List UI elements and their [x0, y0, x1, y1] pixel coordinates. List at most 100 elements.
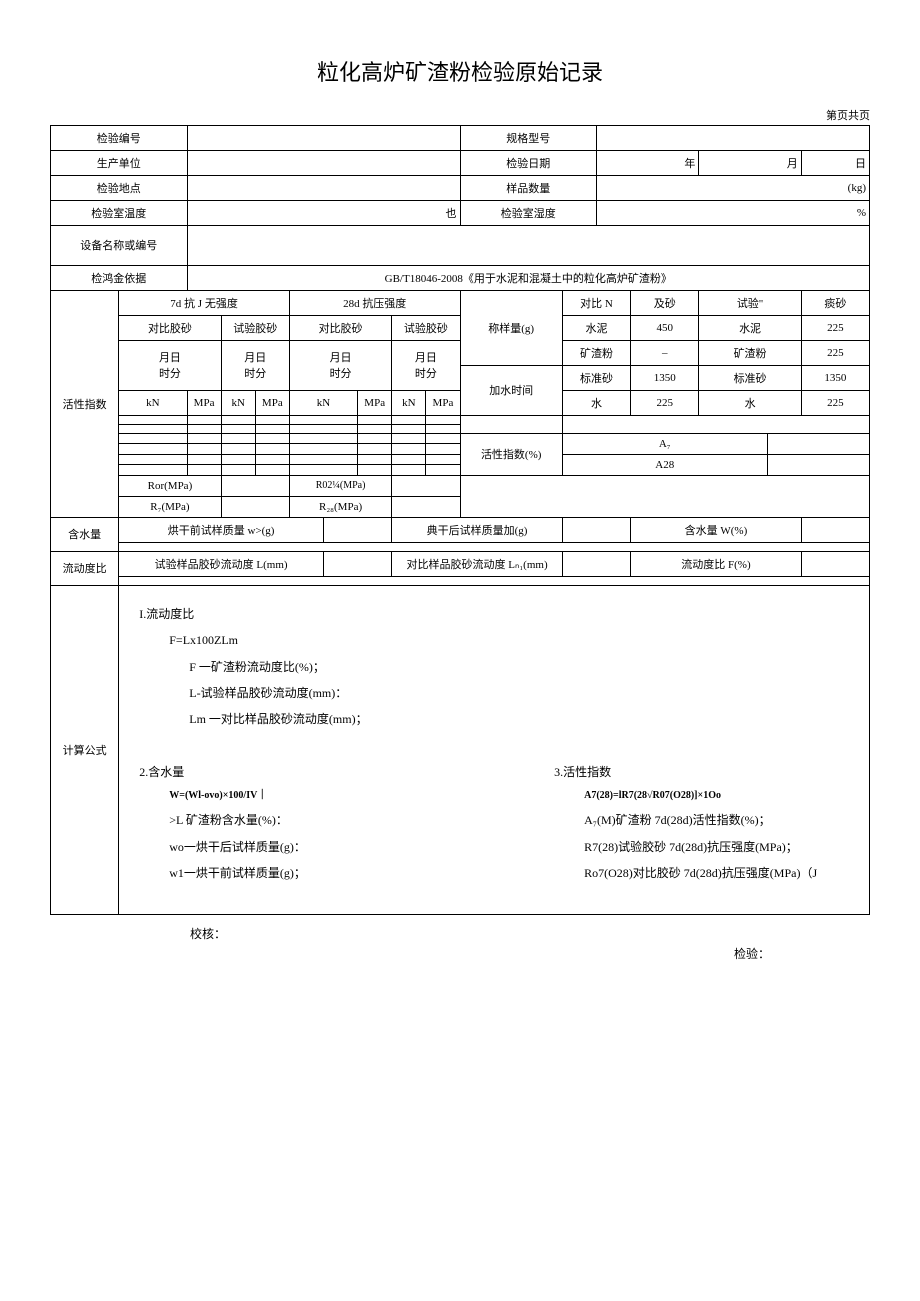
label-basis: 检鸿金依据	[51, 265, 188, 290]
flow-test-val	[324, 551, 392, 576]
cell	[289, 465, 357, 476]
ror-val	[221, 475, 289, 496]
field-room-humid: %	[597, 200, 870, 225]
test-7d: 试验胶砂	[221, 315, 289, 340]
wc-before-label: 烘干前试样质量 w>(g)	[119, 517, 324, 542]
r02-val	[392, 475, 460, 496]
cell	[392, 465, 426, 476]
flow-ratio-val	[801, 551, 869, 576]
water-2v: 225	[801, 390, 869, 415]
cell	[289, 424, 357, 433]
water-time-row	[562, 415, 869, 433]
formula-sec1-l3: L-试验样品胶砂流动度(mm)：	[139, 680, 849, 706]
cell	[289, 415, 357, 424]
mpa-2: MPa	[255, 390, 289, 415]
cell	[119, 444, 187, 455]
formula-sec3-title: 3.活性指数	[554, 759, 849, 785]
slag-2: 矿渣粉	[699, 340, 801, 365]
formula-sec2-title: 2.含水量	[139, 759, 434, 785]
flow-test-label: 试验样品胶砂流动度 L(mm)	[119, 551, 324, 576]
r28-val	[392, 496, 460, 517]
cell	[119, 465, 187, 476]
wc-blank	[119, 542, 870, 551]
cement-1v: 450	[631, 315, 699, 340]
flow-blank	[119, 576, 870, 585]
label-room-humid: 检验室湿度	[460, 200, 597, 225]
flow-compare-val	[562, 551, 630, 576]
formula-sec3-eq: A7(28)=lR7(28√R07(O28)]×1Oo	[554, 785, 849, 807]
cell	[119, 433, 187, 444]
cell	[255, 433, 289, 444]
water-time-label: 加水时间	[460, 365, 562, 415]
wc-after-val	[562, 517, 630, 542]
cell	[392, 444, 426, 455]
cell	[426, 433, 460, 444]
cell	[119, 415, 187, 424]
row-formula: 计算公式	[51, 585, 119, 914]
cement-2: 水泥	[699, 315, 801, 340]
cell	[426, 415, 460, 424]
cell	[426, 454, 460, 465]
slag-1v: –	[631, 340, 699, 365]
field-producer	[187, 150, 460, 175]
r7-val	[221, 496, 289, 517]
wc-result-label: 含水量 W(%)	[631, 517, 802, 542]
field-year: 年	[597, 150, 699, 175]
main-table: 检验编号 规格型号 生产单位 检验日期 年 月 日 检验地点 样品数量 (kg)…	[50, 125, 870, 915]
a7-val	[767, 433, 869, 454]
cell	[358, 415, 392, 424]
footer-check: 校核：	[190, 925, 226, 962]
label-producer: 生产单位	[51, 150, 188, 175]
clip-sand: 痰砂	[801, 290, 869, 315]
cell	[255, 465, 289, 476]
row-water-content: 含水量	[51, 517, 119, 551]
test-28d: 试验胶砂	[392, 315, 460, 340]
r7-label: R₇(MPa)	[119, 496, 221, 517]
formula-sec3-l2: R7(28)试验胶砂 7d(28d)抗压强度(MPa)；	[554, 834, 849, 860]
water-1: 水	[562, 390, 630, 415]
page-number: 第页共页	[50, 107, 870, 123]
date-1: 月日时分	[119, 340, 221, 390]
cell	[255, 415, 289, 424]
field-sample-qty: (kg)	[597, 175, 870, 200]
cell	[255, 424, 289, 433]
date-2: 月日时分	[221, 340, 289, 390]
formula-sec3-l3: Ro7(O28)对比胶砂 7d(28d)抗压强度(MPa)（J	[554, 860, 849, 886]
compare-7d: 对比胶砂	[119, 315, 221, 340]
water-2: 水	[699, 390, 801, 415]
cell	[187, 454, 221, 465]
footer-inspect: 检验：	[734, 945, 770, 962]
cell	[392, 424, 426, 433]
formula-sec1-l4: Lm 一对比样品胶砂流动度(mm)；	[139, 706, 849, 732]
water-time-val	[460, 415, 562, 433]
cell	[187, 424, 221, 433]
cell	[221, 424, 255, 433]
cell	[358, 465, 392, 476]
doc-title: 粒化高炉矿渣粉检验原始记录	[50, 55, 870, 87]
cell	[221, 444, 255, 455]
cell	[358, 424, 392, 433]
activity-bottom	[460, 475, 870, 517]
mpa-4: MPa	[426, 390, 460, 415]
formula-sec1-l2: F 一矿渣粉流动度比(%)；	[139, 654, 849, 680]
cell	[426, 465, 460, 476]
cell	[119, 424, 187, 433]
field-test-no	[187, 125, 460, 150]
cell	[426, 444, 460, 455]
formula-sec3-l1: A₇(M)矿渣粉 7d(28d)活性指数(%)；	[554, 807, 849, 833]
formula-sec2-l3: w1一烘干前试样质量(g)；	[139, 860, 434, 886]
stdsand-1: 标准砂	[562, 365, 630, 390]
h-28d: 28d 抗压强度	[289, 290, 460, 315]
date-4: 月日时分	[392, 340, 460, 390]
cell	[289, 444, 357, 455]
row-activity-index: 活性指数	[51, 290, 119, 517]
cell	[221, 465, 255, 476]
mpa-1: MPa	[187, 390, 221, 415]
label-equipment: 设备名称或编号	[51, 225, 188, 265]
kn-2: kN	[221, 390, 255, 415]
flow-compare-label: 对比样品胶砂流动度 Lₙ₁(mm)	[392, 551, 563, 576]
label-location: 检验地点	[51, 175, 188, 200]
cell	[358, 433, 392, 444]
h-7d: 7d 抗 J 无强度	[119, 290, 290, 315]
kn-4: kN	[392, 390, 426, 415]
